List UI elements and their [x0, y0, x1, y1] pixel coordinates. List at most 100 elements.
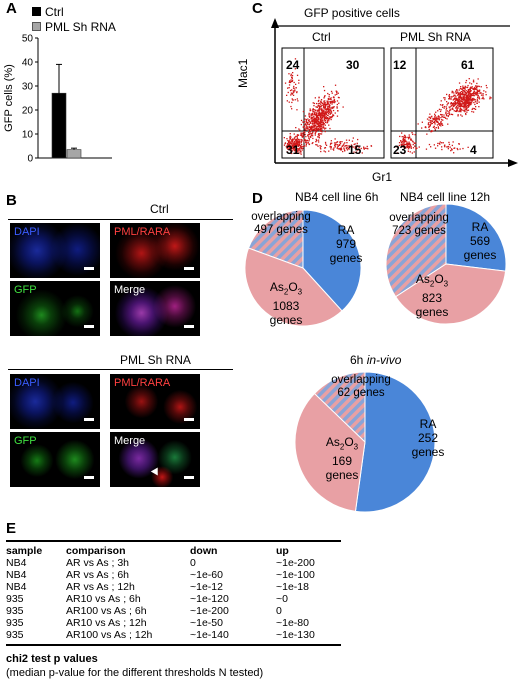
cell-dot	[328, 124, 330, 126]
cell-dot	[330, 118, 332, 121]
cell-dot	[308, 138, 311, 140]
label-pml: PML/RARA	[114, 377, 171, 389]
cell: 935	[6, 605, 24, 617]
cell-dot	[465, 79, 468, 82]
cell-dot	[291, 89, 293, 91]
cell-dot	[322, 113, 324, 115]
cell-dot	[289, 136, 291, 138]
cell-dot	[452, 141, 454, 143]
cell-dot	[314, 134, 316, 136]
cell-dot	[295, 142, 297, 144]
cell-dot	[299, 147, 301, 149]
cell-dot	[330, 99, 332, 101]
cell-dot	[310, 115, 312, 117]
cell-dot	[295, 135, 297, 138]
cell-dot	[297, 139, 299, 141]
cell-dot	[320, 101, 322, 104]
cell-dot	[321, 111, 323, 113]
pie3-overlap-label: overlapping 62 genes	[326, 374, 396, 400]
cell-dot	[485, 94, 487, 96]
cell-dot	[460, 103, 462, 106]
cell-dot	[459, 97, 461, 99]
cell-dot	[308, 140, 310, 142]
cell-dot	[295, 150, 297, 153]
cell-dot	[456, 109, 458, 111]
cell-dot	[453, 102, 455, 104]
cell: ~1e-50	[190, 617, 223, 629]
cell: ~1e-140	[190, 629, 229, 641]
cell: ~1e-120	[190, 593, 229, 605]
cell-dot	[311, 119, 313, 121]
cell-dot	[317, 100, 320, 102]
cell-dot	[293, 146, 295, 148]
cell-dot	[458, 143, 460, 145]
cell-dot	[288, 142, 290, 144]
cell-dot	[313, 121, 315, 123]
cell-dot	[321, 121, 324, 123]
table-row: 935 AR100 vs As ; 12h ~1e-140 ~1e-130	[6, 629, 341, 641]
cell-dot	[414, 145, 416, 147]
cell-dot	[357, 138, 359, 141]
cell-dot	[448, 141, 450, 144]
cell-dot	[465, 90, 467, 92]
cell-dot	[305, 143, 307, 146]
cell-dot	[324, 106, 326, 108]
quadrant-ctrl-ur: 30	[346, 58, 360, 72]
cell-dot	[296, 137, 298, 139]
cell-dot	[292, 99, 294, 101]
scale-bar	[84, 476, 94, 479]
cell-dot	[315, 118, 317, 120]
cell-dot	[434, 147, 437, 149]
cell-dot	[324, 147, 327, 149]
cell-dot	[318, 99, 320, 102]
cell-dot	[451, 144, 453, 147]
cell-dot	[319, 128, 321, 130]
cell-dot	[300, 151, 302, 153]
cell-dot	[337, 110, 339, 112]
slice-ra	[302, 209, 362, 312]
cell-dot	[476, 93, 478, 96]
cell-dot	[326, 116, 329, 119]
cell-dot	[293, 147, 296, 149]
cell-dot	[440, 113, 442, 116]
cell-dot	[292, 87, 295, 89]
cell-dot	[410, 147, 412, 149]
ctrl-rule	[8, 219, 233, 220]
cell-dot	[336, 115, 339, 117]
cell-dot	[448, 111, 450, 113]
cell-dot	[466, 95, 468, 97]
cell-dot	[289, 135, 291, 137]
pie2-as-count: 823	[421, 291, 443, 306]
cell-dot	[301, 135, 303, 137]
cell-dot	[345, 147, 347, 149]
cell-dot	[319, 115, 321, 117]
cell-dot	[463, 93, 465, 95]
cell-dot	[295, 150, 297, 152]
cell-dot	[296, 135, 298, 137]
cell-dot	[339, 148, 341, 151]
cell-dot	[455, 103, 457, 105]
cell-dot	[462, 93, 464, 95]
cell-dot	[411, 152, 413, 154]
cell-dot	[307, 121, 309, 124]
cell-dot	[469, 88, 471, 90]
cell-dot	[290, 136, 292, 138]
cell-dot	[460, 88, 462, 90]
cell-dot	[334, 144, 336, 146]
cell-dot	[457, 115, 459, 117]
ctrl-title: Ctrl	[150, 202, 169, 216]
cell-dot	[463, 102, 465, 104]
cell-dot	[437, 110, 439, 112]
cell: ~1e-130	[276, 629, 315, 641]
cell-dot	[360, 147, 362, 150]
cell-dot	[292, 139, 294, 141]
cell-dot	[334, 138, 336, 140]
plot-frame-ctrl	[281, 47, 385, 159]
cell-dot	[286, 100, 288, 102]
cell-dot	[370, 145, 372, 147]
sh-rule	[8, 369, 233, 370]
cell-dot	[485, 84, 487, 87]
cell-dot	[309, 131, 311, 133]
cell: ~1e-18	[276, 581, 309, 593]
cell-dot	[332, 107, 335, 109]
